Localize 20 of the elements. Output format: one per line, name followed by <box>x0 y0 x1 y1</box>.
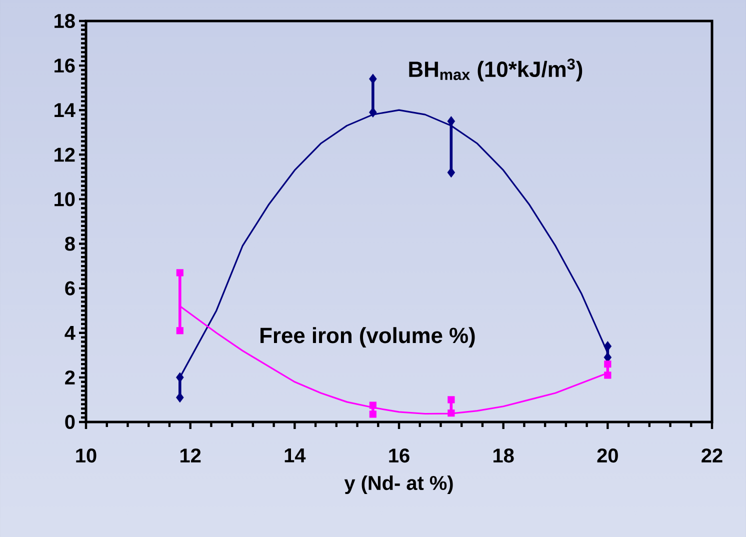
x-tick-label: 12 <box>180 448 201 462</box>
x-tick-label: 20 <box>597 448 618 463</box>
y-tick-label: 0 <box>65 414 75 430</box>
y-tick-label: 4 <box>64 326 76 340</box>
x-tick-label: 22 <box>702 448 722 462</box>
y-tick-label: 16 <box>54 58 75 73</box>
series-label: BH$_{max}$ (10*kJ/m$^{3}$) <box>409 58 582 82</box>
y-tick-label: 10 <box>54 192 75 206</box>
x-tick-label: 16 <box>389 448 410 463</box>
y-tick-label: 6 <box>65 281 75 296</box>
y-tick-label: 18 <box>54 14 75 28</box>
x-tick-label: 14 <box>284 448 306 462</box>
y-tick-label: 14 <box>54 103 76 117</box>
y-tick-label: 12 <box>54 148 75 162</box>
x-tick-label: 18 <box>494 448 514 463</box>
y-tick-label: 2 <box>65 370 75 384</box>
x-tick-label: 10 <box>76 448 96 463</box>
text: Free iron (volume %) <box>260 327 475 348</box>
y-tick-label: 8 <box>65 236 75 251</box>
x-axis-title: y (Nd- at %) <box>344 475 453 494</box>
